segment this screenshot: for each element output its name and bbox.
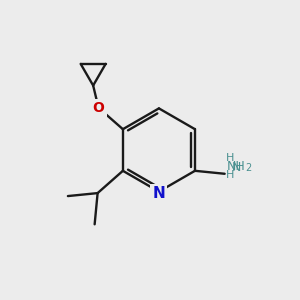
Text: N: N <box>232 161 242 174</box>
Text: NH: NH <box>227 160 246 173</box>
Text: H: H <box>226 153 235 163</box>
Text: H: H <box>226 170 235 180</box>
Text: O: O <box>93 101 104 115</box>
Text: N: N <box>152 187 165 202</box>
Text: 2: 2 <box>245 164 251 173</box>
